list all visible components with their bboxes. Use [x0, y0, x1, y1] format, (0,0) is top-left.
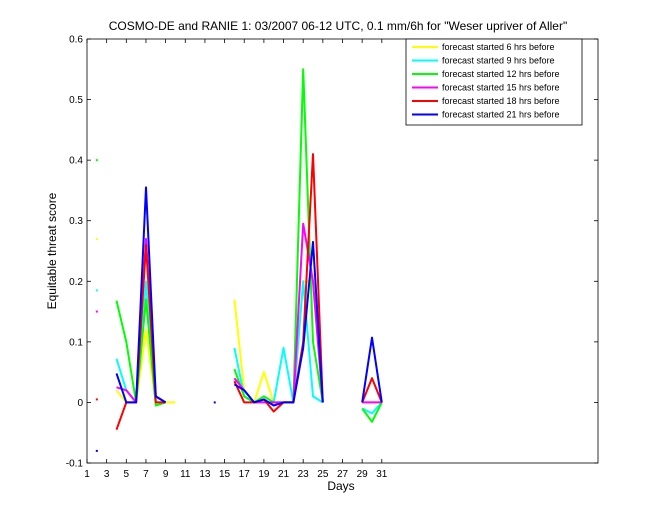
x-tick-label: 25	[317, 469, 329, 480]
series-segment	[233, 240, 324, 407]
legend-entry: forecast started 21 hrs before	[442, 110, 560, 120]
series-line-5	[95, 153, 383, 431]
x-tick-label: 21	[278, 469, 290, 480]
x-tick-label: 27	[337, 469, 349, 480]
series-segment	[115, 298, 166, 407]
legend-entry: forecast started 18 hrs before	[442, 96, 560, 106]
x-axis-label: Days	[327, 479, 354, 493]
series-segment	[361, 401, 383, 415]
y-axis-label: Equitable threat score	[45, 192, 59, 309]
series-segment	[233, 153, 324, 413]
y-tick-label: 0.2	[69, 277, 83, 288]
series-line-6	[95, 186, 383, 452]
x-tick-label: 23	[298, 469, 310, 480]
y-tick-label: 0.6	[69, 35, 83, 46]
y-tick-label: 0.5	[69, 95, 83, 106]
legend: forecast started 6 hrs before forecast st…	[405, 38, 583, 126]
x-tick-label: 9	[163, 469, 169, 480]
chart-title: COSMO-DE and RANIE 1: 03/2007 06-12 UTC,…	[109, 19, 567, 33]
x-tick-label: 29	[357, 469, 369, 480]
series-segment	[115, 186, 167, 404]
x-tick-label: 31	[376, 469, 388, 480]
axis-ticks: 1 3 5 7 9 11 13 15 17 19 21 23 25 27 29 31-0.100.10.20.…	[66, 35, 598, 480]
x-tick-label: 17	[239, 469, 251, 480]
x-tick-label: 11	[180, 469, 191, 480]
legend-entry: forecast started 6 hrs before	[442, 42, 555, 52]
x-tick-label: 3	[104, 469, 110, 480]
legend-entry: forecast started 12 hrs before	[442, 69, 560, 79]
y-tick-label: 0.3	[69, 216, 83, 227]
series-segment	[361, 377, 383, 403]
x-tick-label: 19	[258, 469, 270, 480]
legend-entry: forecast started 9 hrs before	[442, 56, 555, 66]
y-tick-label: 0	[77, 398, 83, 409]
legend-box	[405, 38, 583, 126]
legend-entry: forecast started 15 hrs before	[442, 83, 560, 93]
series-layer	[95, 68, 383, 452]
x-tick-label: 15	[219, 469, 231, 480]
x-tick-label: 5	[124, 469, 130, 480]
x-tick-label: 13	[199, 469, 211, 480]
x-tick-label: 1	[84, 469, 90, 480]
y-tick-label: 0.1	[69, 337, 83, 348]
x-tick-label: 7	[143, 469, 149, 480]
y-tick-label: 0.4	[69, 156, 83, 167]
series-segment	[361, 336, 383, 403]
series-segment	[361, 401, 383, 423]
series-segment	[115, 243, 166, 431]
y-tick-label: -0.1	[66, 459, 84, 470]
